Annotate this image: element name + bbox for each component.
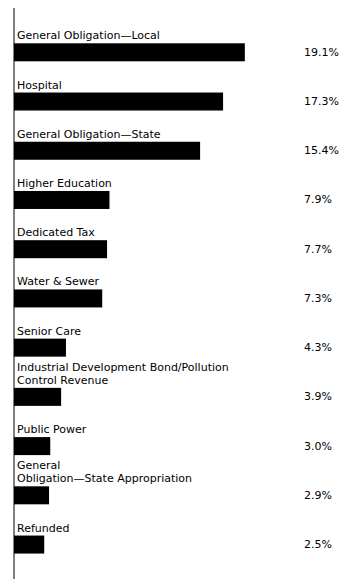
- bar: [14, 191, 109, 209]
- bar: [14, 142, 200, 160]
- category-label: Refunded: [17, 522, 69, 535]
- bar: [14, 388, 61, 406]
- category-label-line: Obligation—State Appropriation: [17, 472, 192, 485]
- bar: [14, 43, 245, 61]
- chart: 19.1% General Obligation—Local 17.3% Hospit…: [0, 0, 360, 587]
- category-label-line: Water & Sewer: [17, 275, 100, 288]
- category-label: Public Power: [17, 423, 87, 436]
- category-label: Higher Education: [17, 177, 112, 190]
- category-label: General Obligation—State: [17, 128, 161, 141]
- bar: [14, 437, 50, 455]
- value-label: 15.4%: [304, 144, 339, 157]
- bar: [14, 240, 107, 258]
- value-label: 7.7%: [304, 243, 332, 256]
- value-label: 17.3%: [304, 95, 339, 108]
- category-label: Water & Sewer: [17, 275, 100, 288]
- axis-line: [14, 8, 15, 579]
- labels: 19.1% General Obligation—Local 17.3% Hospit…: [17, 29, 339, 551]
- category-label-line: Senior Care: [17, 325, 81, 338]
- bar: [14, 93, 223, 111]
- bar: [14, 536, 44, 554]
- category-label-line: Higher Education: [17, 177, 112, 190]
- value-label: 3.0%: [304, 440, 332, 453]
- category-label: Senior Care: [17, 325, 81, 338]
- category-label-line: General Obligation—State: [17, 128, 161, 141]
- category-label-line: General: [17, 459, 60, 472]
- value-label: 7.9%: [304, 193, 332, 206]
- value-label: 2.5%: [304, 538, 332, 551]
- category-label-line: Dedicated Tax: [17, 226, 95, 239]
- category-label: General Obligation—Local: [17, 29, 160, 42]
- category-label: GeneralObligation—State Appropriation: [17, 459, 192, 485]
- category-label-line: Refunded: [17, 522, 69, 535]
- value-label: 19.1%: [304, 46, 339, 59]
- category-label: Dedicated Tax: [17, 226, 95, 239]
- category-label-line: Hospital: [17, 79, 62, 92]
- value-label: 2.9%: [304, 489, 332, 502]
- category-label-line: General Obligation—Local: [17, 29, 160, 42]
- value-label: 7.3%: [304, 292, 332, 305]
- bars: [14, 43, 245, 553]
- category-label: Hospital: [17, 79, 62, 92]
- category-label-line: Public Power: [17, 423, 87, 436]
- value-label: 3.9%: [304, 390, 332, 403]
- bar: [14, 339, 66, 357]
- bar: [14, 486, 49, 504]
- category-label-line: Control Revenue: [17, 374, 108, 387]
- value-label: 4.3%: [304, 341, 332, 354]
- bar: [14, 289, 102, 307]
- category-label: Industrial Development Bond/PollutionCon…: [17, 361, 229, 387]
- category-label-line: Industrial Development Bond/Pollution: [17, 361, 229, 374]
